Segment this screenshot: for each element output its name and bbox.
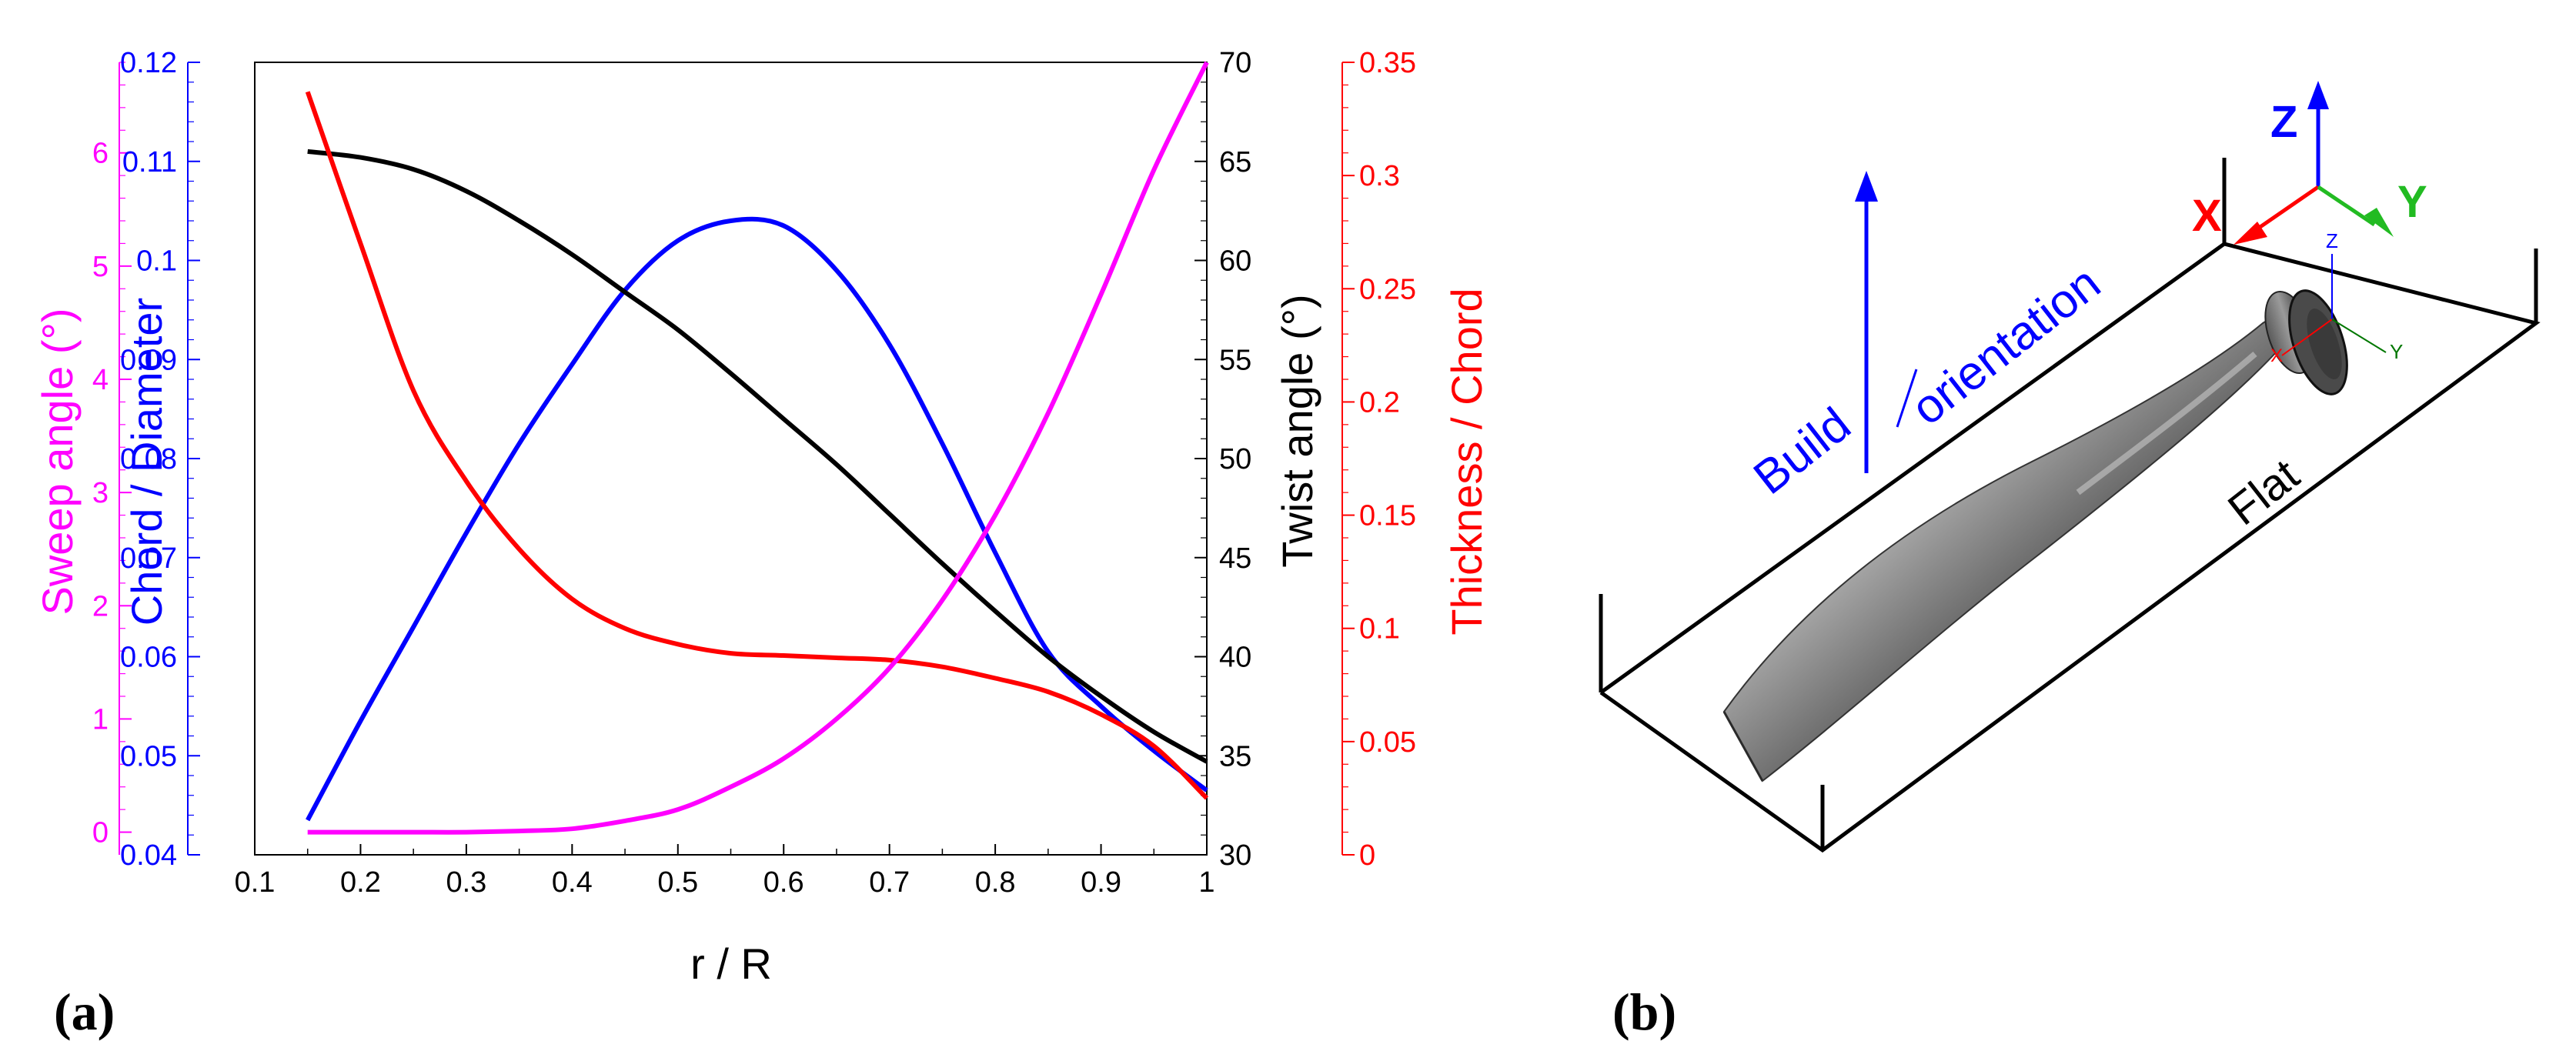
- local-z-label: Z: [2326, 229, 2338, 252]
- x-tick-label: 1: [1198, 866, 1214, 899]
- twist-tick-label: 35: [1219, 740, 1251, 772]
- thickness-tick-label: 0.15: [1359, 500, 1416, 532]
- chord-tick-label: 0.07: [120, 542, 177, 575]
- plot-frame: [254, 62, 1208, 856]
- twist-tick-label: 60: [1219, 245, 1251, 278]
- thickness-axis-title: Thickness / Chord: [1442, 288, 1491, 635]
- twist-tick-label: 45: [1219, 542, 1251, 575]
- twist-axis-title: Twist angle (°): [1273, 294, 1321, 567]
- sweep-tick-label: 3: [92, 477, 109, 509]
- chord-axis-ticks: 0.04 0.05 0.06 0.07 0.08 0.09 0.1 0.11 0.12: [120, 47, 200, 872]
- sweep-axis-title: Sweep angle (°): [33, 308, 82, 615]
- propeller-blade: [1722, 289, 2348, 782]
- thickness-tick-label: 0.35: [1359, 47, 1416, 79]
- label-separator: [1896, 369, 1918, 428]
- twist-tick-label: 55: [1219, 344, 1251, 376]
- x-axis-ticks: 0.1 0.2 0.3 0.4 0.5 0.6 0.7 0.8 0.9 1: [235, 844, 1215, 899]
- x-axis-title: r / R: [690, 939, 772, 988]
- x-tick-label: 0.7: [869, 866, 910, 899]
- chord-series-line: [306, 216, 1208, 822]
- twist-tick-label: 40: [1219, 642, 1251, 674]
- chord-axis-title: Chord / Diameter: [122, 298, 171, 626]
- orientation-label: orientation: [1902, 256, 2110, 435]
- x-tick-label: 0.3: [446, 866, 486, 899]
- sweep-tick-label: 4: [92, 364, 109, 396]
- sweep-series-line: [307, 61, 1209, 835]
- thickness-tick-label: 0: [1359, 839, 1375, 872]
- chord-tick-label: 0.08: [120, 443, 177, 475]
- thickness-tick-label: 0.1: [1359, 613, 1400, 646]
- panel-b-label: (b): [1612, 983, 1676, 1041]
- local-y-label: Y: [2390, 340, 2403, 363]
- chord-tick-label: 0.12: [120, 47, 177, 79]
- local-x-label: X: [2270, 345, 2283, 366]
- x-tick-label: 0.8: [975, 866, 1016, 899]
- build-label: Build: [1744, 398, 1860, 505]
- series-group: [305, 61, 1209, 835]
- twist-axis-ticks: 30 35 40 45 50 55 60 65 70: [1194, 47, 1251, 872]
- flat-label: Flat: [2219, 449, 2308, 535]
- sweep-tick-label: 5: [92, 251, 109, 283]
- sweep-tick-label: 0: [92, 817, 109, 849]
- x-tick-label: 0.1: [235, 866, 276, 899]
- sweep-tick-label: 2: [92, 590, 109, 622]
- sweep-tick-label: 6: [92, 138, 109, 170]
- chord-tick-label: 0.06: [120, 642, 177, 674]
- panel-a-label: (a): [54, 983, 115, 1041]
- global-axes: Z X Y: [2192, 81, 2427, 245]
- chord-tick-label: 0.09: [120, 344, 177, 376]
- x-tick-label: 0.9: [1081, 866, 1121, 899]
- chord-tick-label: 0.11: [122, 146, 177, 179]
- x-tick-label: 0.2: [340, 866, 381, 899]
- chord-tick-label: 0.04: [120, 839, 177, 872]
- sweep-axis-ticks: 0 1 2 3 4 5 6: [92, 62, 132, 849]
- thickness-tick-label: 0.25: [1359, 273, 1416, 305]
- panel-b-diagram: Build orientation Z X Y: [1599, 81, 2541, 1041]
- thickness-axis-ticks: 0 0.05 0.1 0.15 0.2 0.25 0.3 0.35: [1342, 47, 1416, 872]
- x-tick-label: 0.5: [657, 866, 698, 899]
- axis-z-label: Z: [2270, 97, 2297, 147]
- x-tick-label: 0.4: [552, 866, 593, 899]
- chord-tick-label: 0.05: [120, 740, 177, 772]
- twist-tick-label: 65: [1219, 146, 1251, 179]
- sweep-tick-label: 1: [92, 703, 109, 736]
- local-axes: Z X Y: [2270, 229, 2403, 366]
- twist-tick-label: 50: [1219, 443, 1251, 475]
- build-orientation-arrowhead: [1855, 171, 1878, 202]
- axis-y-label: Y: [2397, 177, 2427, 227]
- thickness-tick-label: 0.3: [1359, 160, 1400, 192]
- x-tick-label: 0.6: [763, 866, 804, 899]
- chord-tick-label: 0.1: [136, 245, 177, 278]
- build-plate: [1599, 158, 2541, 853]
- thickness-tick-label: 0.05: [1359, 726, 1416, 759]
- twist-tick-label: 70: [1219, 47, 1251, 79]
- thickness-tick-label: 0.2: [1359, 386, 1400, 419]
- axis-x-label: X: [2192, 191, 2222, 241]
- twist-series-line: [307, 148, 1208, 764]
- twist-tick-label: 30: [1219, 839, 1251, 872]
- thickness-series-line: [305, 91, 1209, 800]
